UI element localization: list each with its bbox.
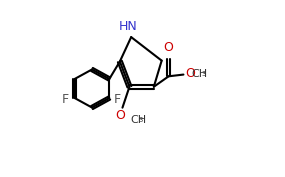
Text: CH: CH <box>130 115 146 125</box>
Text: F: F <box>114 93 121 106</box>
Text: O: O <box>164 41 174 54</box>
Text: O: O <box>185 67 195 80</box>
Text: HN: HN <box>118 20 137 33</box>
Text: CH: CH <box>192 69 208 79</box>
Text: $_3$: $_3$ <box>139 115 144 125</box>
Text: F: F <box>61 93 68 106</box>
Text: O: O <box>115 109 125 122</box>
Text: $_3$: $_3$ <box>201 69 206 79</box>
